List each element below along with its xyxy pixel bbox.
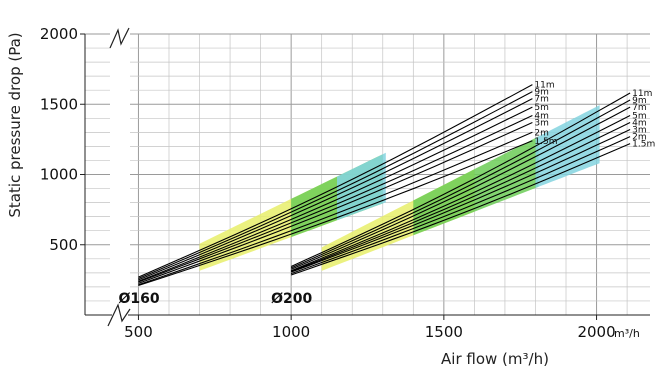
series-label: 1.5m bbox=[632, 140, 655, 150]
series-label: 1.5m bbox=[534, 137, 557, 147]
series-label: 3m bbox=[534, 119, 549, 129]
x-unit-label: m³/h bbox=[614, 327, 640, 340]
y-tick-label: 500 bbox=[49, 236, 78, 254]
x-tick-label: 1000 bbox=[272, 323, 310, 341]
axis-break-gap bbox=[110, 32, 130, 321]
y-tick-label: 1000 bbox=[40, 166, 78, 184]
x-tick-label: 2000 bbox=[577, 323, 615, 341]
diameter-label: Ø200 bbox=[271, 291, 312, 307]
y-tick-label: 2000 bbox=[40, 25, 78, 43]
y-tick-label: 1500 bbox=[40, 95, 78, 113]
x-tick-label: 500 bbox=[124, 323, 153, 341]
x-axis-title: Air flow (m³/h) bbox=[441, 350, 549, 368]
diameter-label: Ø160 bbox=[118, 291, 159, 307]
x-tick-label: 1500 bbox=[425, 323, 463, 341]
y-axis-title: Static pressure drop (Pa) bbox=[6, 32, 24, 217]
band-green bbox=[413, 136, 538, 235]
